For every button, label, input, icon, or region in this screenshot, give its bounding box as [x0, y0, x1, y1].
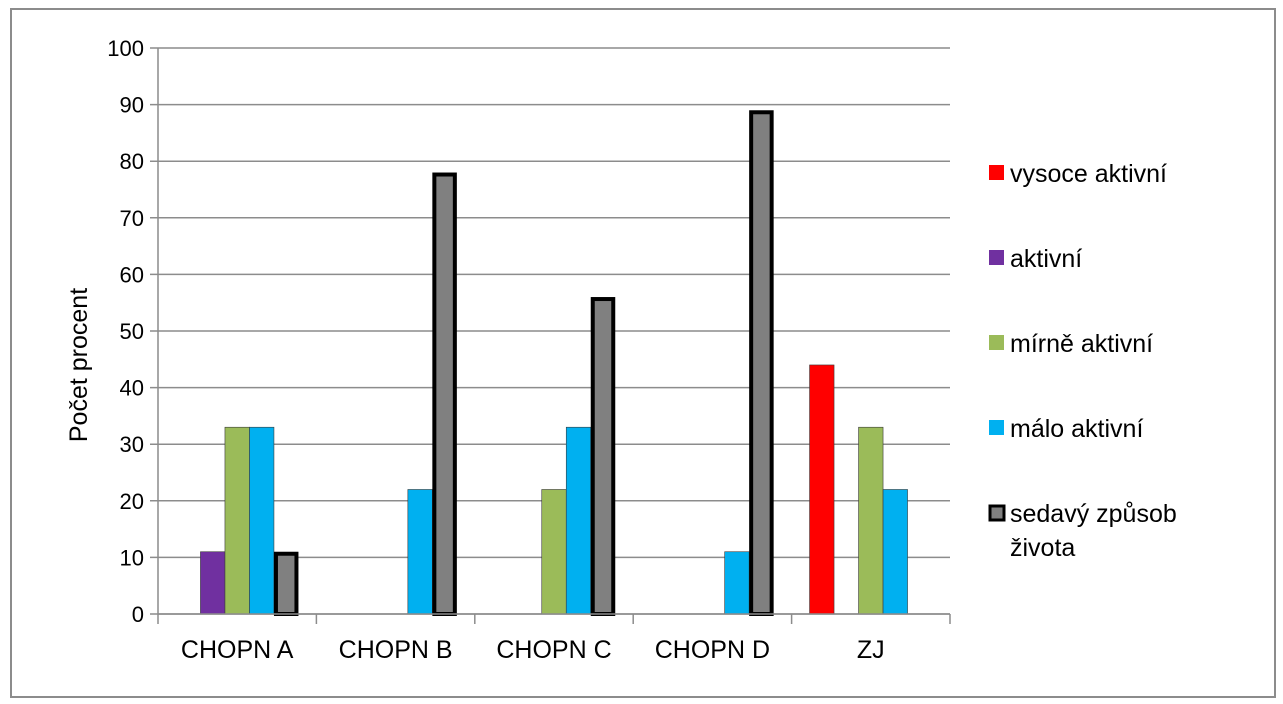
- y-tick-label: 70: [120, 206, 144, 231]
- bar: [273, 551, 299, 616]
- bar: [200, 551, 226, 615]
- y-tick-label: 40: [120, 376, 144, 401]
- y-tick-label: 10: [120, 545, 144, 570]
- bar: [249, 426, 275, 615]
- x-category-labels: CHOPN A CHOPN B CHOPN C CHOPN D ZJ: [181, 636, 885, 664]
- legend-label: mírně aktivní: [1010, 330, 1153, 358]
- y-tick-label: 30: [120, 432, 144, 457]
- legend-label: aktivní: [1010, 245, 1082, 273]
- bar: [749, 110, 774, 616]
- bar: [858, 426, 884, 615]
- bars: [200, 110, 908, 617]
- y-tick-label: 80: [120, 149, 144, 174]
- legend-label: sedavý způsob: [1010, 500, 1177, 528]
- legend-label: vysoce aktivní: [1010, 160, 1167, 188]
- legend-item: sedavý způsob života: [988, 500, 1177, 562]
- x-category-label: CHOPN B: [339, 636, 453, 664]
- legend-item: vysoce aktivní: [989, 160, 1167, 188]
- y-tick-label: 20: [120, 489, 144, 514]
- legend-item: mírně aktivní: [989, 330, 1153, 358]
- y-tick-label: 60: [120, 262, 144, 287]
- chart-frame: 0 10 20 30 40 50 60 70 80 90 100 CHOPN A CHOPN B CHO…: [10, 8, 1276, 698]
- legend-swatch: [988, 504, 1006, 522]
- x-category-label: ZJ: [857, 636, 885, 664]
- x-category-label: CHOPN A: [181, 636, 294, 664]
- legend-swatch: [989, 420, 1004, 435]
- legend-label: života: [1010, 534, 1075, 562]
- legend-swatch: [989, 165, 1004, 180]
- legend-item: aktivní: [989, 245, 1082, 273]
- x-category-label: CHOPN D: [655, 636, 770, 664]
- legend-label: málo aktivní: [1010, 415, 1143, 443]
- x-category-label: CHOPN C: [496, 636, 611, 664]
- legend-swatch: [989, 250, 1004, 265]
- bar: [565, 426, 592, 615]
- bar: [541, 489, 567, 615]
- y-tick-label: 0: [132, 602, 144, 627]
- bar: [590, 297, 616, 616]
- legend-swatch: [989, 335, 1004, 350]
- bar: [432, 172, 457, 617]
- y-axis-title: Počet procent: [65, 288, 93, 442]
- y-tick-label: 50: [120, 319, 144, 344]
- bar: [224, 426, 250, 615]
- y-tick-label: 100: [107, 36, 144, 61]
- bar: [407, 489, 433, 615]
- legend: vysoce aktivní aktivní mírně aktivní málo a…: [988, 160, 1177, 562]
- legend-item: málo aktivní: [989, 415, 1143, 443]
- bar: [882, 489, 908, 615]
- axes: [157, 48, 951, 624]
- bar: [809, 364, 835, 615]
- bar: [724, 551, 750, 615]
- y-tick-labels: 0 10 20 30 40 50 60 70 80 90 100: [107, 36, 144, 627]
- y-tick-label: 90: [120, 93, 144, 118]
